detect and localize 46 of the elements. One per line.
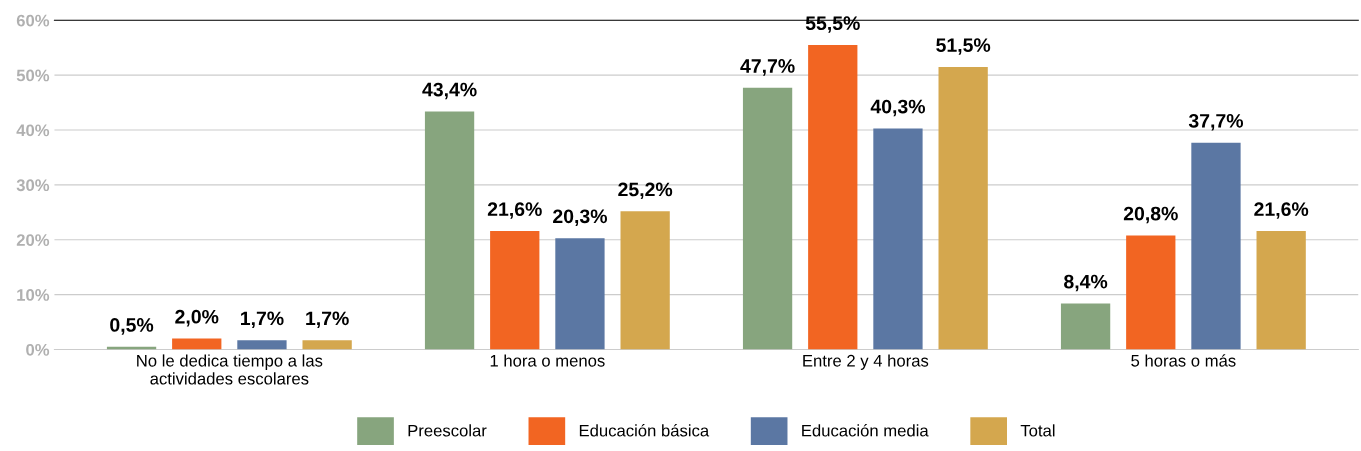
x-tick-label: No le dedica tiempo a las actividades escolares [137, 354, 323, 385]
y-tick-label: 10% [17, 289, 50, 301]
y-tick-label: 20% [16, 234, 50, 246]
y-tick-label: 30% [16, 179, 50, 192]
y-tick-label: 60% [16, 14, 50, 27]
bar [424, 111, 475, 350]
data-label: 37,7% [1188, 113, 1244, 131]
bar [555, 238, 605, 350]
bar [237, 340, 287, 350]
bar [1191, 142, 1241, 350]
x-tick-label: 1 hora o menos [490, 354, 605, 367]
bar [873, 128, 923, 350]
bar [1060, 303, 1111, 350]
legend-label: Total [1020, 424, 1055, 437]
data-label: 8,4% [1064, 274, 1108, 292]
data-label: 20,3% [553, 209, 608, 226]
data-label: 43,4% [422, 82, 477, 100]
data-label: 47,7% [740, 59, 795, 76]
data-label: 51,5% [936, 38, 991, 55]
y-tick-label: 40% [16, 124, 50, 137]
legend-label: Preescolar [408, 424, 487, 437]
bar [620, 211, 670, 350]
data-label: 25,2% [618, 182, 673, 200]
legend-label: Educación media [802, 424, 929, 437]
legend-label: Educación básica [579, 424, 710, 437]
bar [302, 340, 352, 350]
bar [490, 231, 540, 350]
bar [742, 87, 793, 350]
data-label: 20,8% [1123, 206, 1178, 224]
data-label: 21,6% [1254, 202, 1309, 219]
x-tick-label: 5 horas o más [1131, 354, 1236, 367]
data-label: 1,7% [241, 311, 284, 329]
bar [1126, 235, 1176, 350]
data-label: 21,6% [487, 202, 542, 219]
y-tick-label: 0% [26, 343, 50, 356]
data-label: 55,5% [805, 16, 860, 33]
y-tick-label: 50% [16, 69, 50, 82]
bar [172, 338, 222, 350]
x-tick-label: Entre 2 y 4 horas [803, 354, 929, 370]
data-label: 1,7% [306, 311, 349, 329]
bar [938, 66, 988, 350]
data-label: 2,0% [175, 309, 219, 327]
bar [1256, 231, 1306, 350]
data-label: 40,3% [870, 99, 926, 117]
data-label: 0,5% [110, 318, 154, 335]
bar [808, 44, 858, 350]
